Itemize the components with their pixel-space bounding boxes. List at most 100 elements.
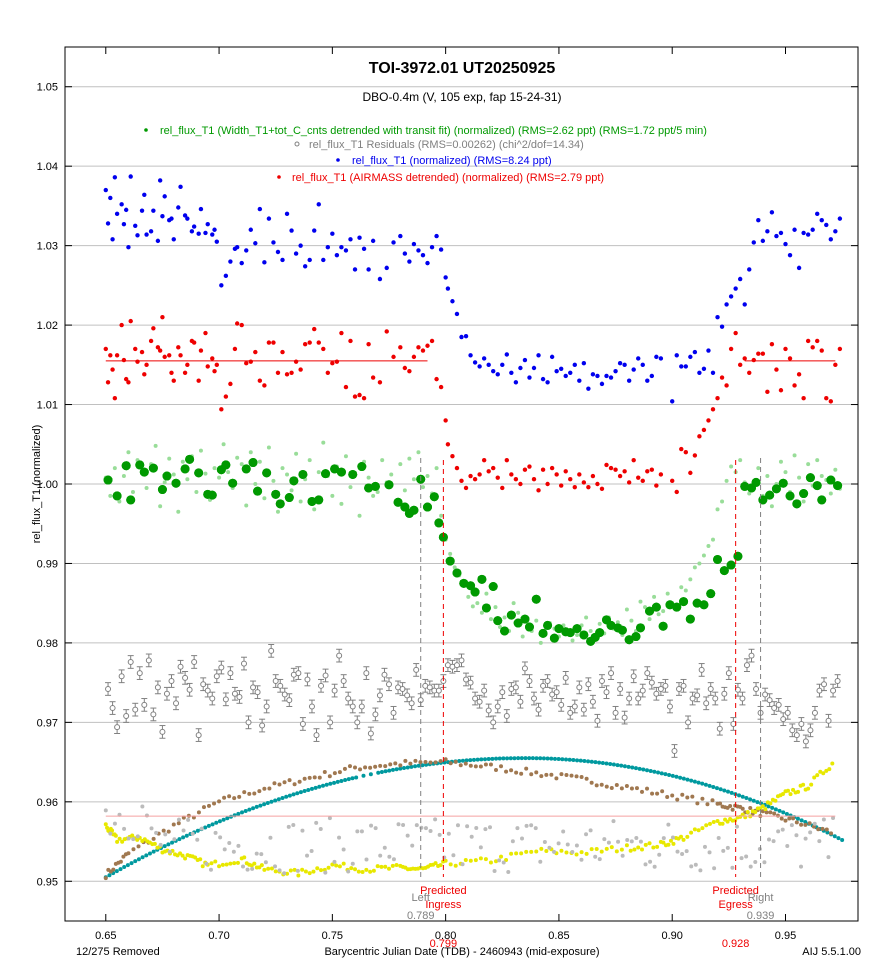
legend-marker-airmass — [277, 175, 281, 179]
airmass-point — [582, 758, 587, 763]
airmass-detrended-point — [352, 394, 358, 399]
tot-C-cnts-point — [448, 862, 453, 867]
width-T1-point — [775, 813, 780, 818]
airmass-point — [648, 768, 653, 773]
detrended-raw-point — [575, 632, 580, 637]
airmass-detrended-point — [212, 368, 217, 374]
detrended-raw-point — [130, 489, 135, 494]
airmass-point — [236, 811, 241, 816]
airmass-point — [232, 813, 237, 818]
residual-point — [313, 732, 320, 739]
detrended-binned-point — [126, 495, 136, 505]
detrended-binned-point — [429, 492, 439, 502]
comp-scatter-point — [460, 862, 465, 867]
width-T1-point — [820, 826, 825, 831]
raw-normalized-point — [658, 356, 664, 361]
width-T1-point — [740, 806, 745, 811]
version-label: AIJ 5.5.1.00 — [802, 946, 861, 958]
airmass-point — [494, 756, 499, 761]
airmass-detrended-point — [293, 359, 299, 364]
airmass-detrended-point — [425, 343, 430, 348]
raw-normalized-point — [545, 380, 550, 385]
raw-normalized-point — [133, 223, 138, 228]
airmass-point — [298, 790, 303, 795]
airmass-detrended-point — [622, 469, 627, 474]
airmass-detrended-point — [540, 467, 546, 472]
raw-normalized-point — [751, 240, 756, 245]
airmass-point — [681, 776, 686, 781]
raw-normalized-point — [568, 370, 573, 375]
detrended-raw-point — [126, 450, 131, 455]
residual-point — [186, 686, 193, 693]
airmass-point — [328, 781, 333, 786]
detrended-binned-point — [241, 464, 251, 474]
width-T1-point — [433, 760, 438, 765]
detrended-binned-point — [180, 464, 190, 474]
tot-C-cnts-point — [242, 855, 247, 860]
tot-C-cnts-point — [753, 809, 758, 814]
airmass-point — [368, 772, 373, 777]
residual-point — [173, 700, 180, 707]
airmass-detrended-point — [649, 467, 655, 472]
width-T1-point — [468, 763, 473, 768]
comp-scatter-point — [794, 833, 799, 838]
residual-point — [662, 682, 669, 689]
raw-normalized-point — [837, 216, 843, 221]
width-T1-point — [700, 796, 705, 801]
tot-C-cnts-point — [113, 833, 118, 838]
tot-C-cnts-point — [812, 775, 817, 780]
residual-point — [802, 738, 809, 745]
detrended-binned-point — [248, 458, 258, 468]
airmass-detrended-point — [182, 370, 188, 375]
tot-C-cnts-point — [303, 869, 308, 874]
detrended-binned-point — [135, 460, 145, 470]
width-T1-point — [783, 818, 788, 823]
tot-C-cnts-point — [349, 866, 354, 871]
airmass-point — [737, 793, 742, 798]
comp-scatter-point — [163, 832, 168, 837]
width-T1-point — [650, 791, 655, 796]
detrended-raw-point — [171, 472, 176, 477]
airmass-detrended-point — [307, 340, 312, 345]
y-tick-label: 1.02 — [37, 320, 58, 332]
raw-normalized-point — [244, 248, 249, 253]
raw-normalized-point — [334, 252, 340, 258]
tot-C-cnts-point — [468, 858, 473, 863]
comp-scatter-point — [364, 857, 369, 862]
raw-normalized-point — [142, 192, 147, 197]
airmass-detrended-point — [321, 346, 326, 352]
airmass-point — [291, 792, 296, 797]
comp-scatter-point — [620, 853, 625, 858]
airmass-point — [549, 756, 554, 761]
airmass-detrended-point — [828, 399, 834, 404]
airmass-detrended-point — [114, 353, 120, 358]
width-T1-point — [448, 761, 453, 766]
raw-normalized-point — [316, 202, 321, 207]
raw-normalized-point — [599, 381, 605, 387]
airmass-detrended-point — [595, 481, 600, 487]
width-T1-point — [232, 796, 237, 801]
raw-normalized-point — [792, 227, 797, 232]
comp-scatter-point — [382, 845, 387, 850]
detrended-raw-point — [769, 504, 774, 509]
comp-scatter-point — [744, 854, 749, 859]
detrended-binned-point — [298, 469, 308, 479]
tot-C-cnts-point — [386, 866, 391, 871]
airmass-point — [497, 756, 502, 761]
detrended-raw-point — [511, 601, 516, 606]
tot-C-cnts-point — [262, 867, 267, 872]
raw-normalized-point — [148, 229, 154, 234]
comp-scatter-point — [149, 826, 154, 831]
detrended-raw-point — [597, 621, 602, 626]
raw-normalized-point — [636, 356, 641, 361]
tot-C-cnts-point — [628, 848, 633, 853]
tot-C-cnts-point — [115, 839, 120, 844]
airmass-detrended-point — [617, 473, 623, 479]
tot-C-cnts-point — [433, 861, 438, 866]
raw-normalized-point — [549, 354, 555, 360]
width-T1-point — [217, 799, 222, 804]
detrended-raw-point — [828, 491, 833, 496]
raw-normalized-point — [796, 265, 802, 271]
width-T1-point — [247, 791, 252, 796]
width-T1-point — [594, 783, 599, 788]
